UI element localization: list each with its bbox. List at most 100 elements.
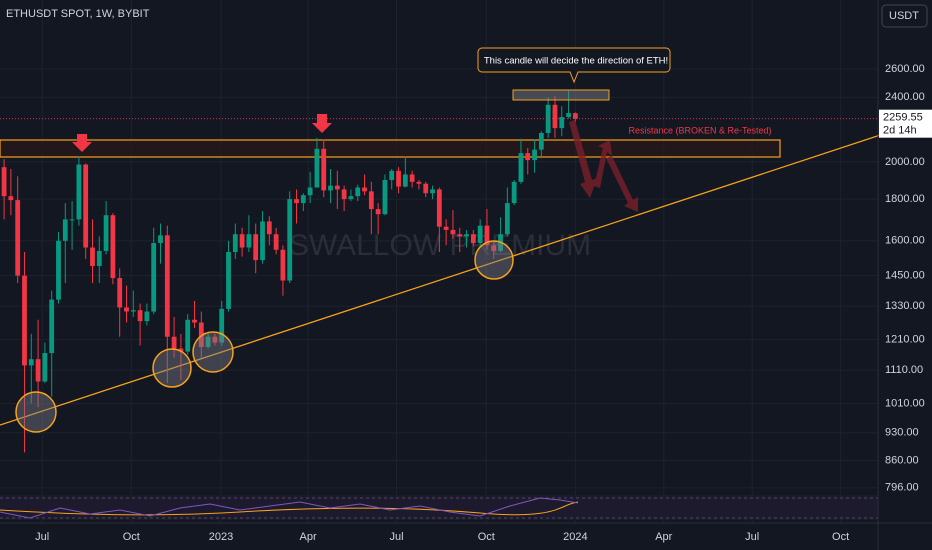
candle-body [504,203,510,235]
y-tick-label: 930.00 [885,427,919,439]
candle-body [416,181,422,184]
candle-body [130,310,136,312]
candle-body [192,319,197,323]
candle-body [334,185,340,190]
candle-body [328,185,333,191]
candle-body [103,215,109,251]
y-tick-label: 2600.00 [885,63,925,75]
candle-body [545,104,551,133]
x-tick-label: Apr [300,531,317,543]
circle [15,391,57,433]
candle-body [443,226,449,230]
candle-body [532,149,537,161]
axes: 2600.00 2400.00 2000.00 1800.00 1600.00 1450.… [0,63,932,543]
candle-body [83,164,89,248]
candle-body [144,311,150,322]
candle-body [470,234,476,244]
last-price-label: 2259.55 [883,112,923,124]
y-tick-label: 2400.00 [885,91,925,103]
candle-body [56,240,61,300]
candle-body [538,132,544,150]
candle-body [28,359,34,366]
candle-body [368,191,374,210]
candle-body [137,310,143,322]
x-tick-label: Oct [832,531,849,543]
candle-body [22,275,27,366]
grid [0,0,878,523]
candle-body [552,104,558,129]
candle-body [300,195,306,204]
watermark: SWALLOW PREMIUM [289,229,591,262]
y-tick-label: 1010.00 [885,397,925,409]
x-tick-label: Jul [389,531,403,543]
candle-body [35,359,41,382]
candle-body [253,234,259,261]
candle-body [226,252,231,309]
candle-body [158,235,163,244]
y-tick-label: 1330.00 [885,300,925,312]
candle-body [559,117,565,129]
candle-body [430,189,435,194]
symbol-title: ETHUSDT SPOT, 1W, BYBIT [6,8,150,20]
y-tick-label: 1450.00 [885,270,925,282]
candle-body [178,348,184,352]
y-tick-label: 860.00 [885,454,919,466]
y-tick-label: 2000.00 [885,156,925,168]
candle-body [171,336,177,349]
x-tick-label: Oct [123,531,140,543]
callout-text: This candle will decide the direction of… [484,56,668,67]
candle-body [389,170,395,180]
candle-body [457,234,463,237]
candle-body [314,148,320,188]
candle-body [484,225,490,246]
candle-body [491,245,497,251]
x-tick-label: 2023 [209,531,233,543]
candle-body [450,229,456,235]
candle-body [294,199,299,204]
candle-body [266,221,272,235]
candle-body [572,113,578,119]
candle-body [436,189,442,227]
candle-body [49,299,55,354]
y-tick-label: 796.00 [885,482,919,494]
candle-body [198,322,204,348]
y-tick-label: 1110.00 [885,364,923,376]
indicator-line [0,497,579,519]
candle-body [76,164,82,220]
y-tick-label: 1800.00 [885,193,925,205]
x-tick-label: Jul [35,531,49,543]
candle-body [90,247,95,266]
candle-body [362,187,367,192]
projection-arrows [569,120,638,212]
circle [192,331,234,373]
candle-body [287,199,293,281]
candle-body [409,174,415,182]
x-tick-label: 2024 [563,531,587,543]
candle-body [8,196,14,201]
currency-button[interactable] [881,4,928,28]
candle-body [205,336,211,348]
x-tick-label: Oct [478,531,495,543]
candle-body [477,225,483,244]
candle-body [185,319,191,352]
resistance-zone [0,139,781,158]
indicator-line [0,501,579,516]
currency[interactable]: USDT [889,10,919,22]
candle-body [232,234,238,253]
circle [152,348,192,388]
last-price-box [879,109,932,138]
candle-body [69,219,75,221]
y-tick-label: 1210.00 [885,334,925,346]
y-tick-label: 1600.00 [885,235,925,247]
candle-body [239,234,245,248]
candle-body [382,179,388,215]
candle-body [464,234,469,237]
candle-body [273,234,279,250]
highlight-circles [15,240,514,433]
x-tick-label: Jul [745,531,759,543]
candle-body [1,167,7,197]
candle-body [62,219,68,241]
candle-body [151,243,157,312]
resistance-label: Resistance (BROKEN & Re-Tested) [628,125,771,135]
